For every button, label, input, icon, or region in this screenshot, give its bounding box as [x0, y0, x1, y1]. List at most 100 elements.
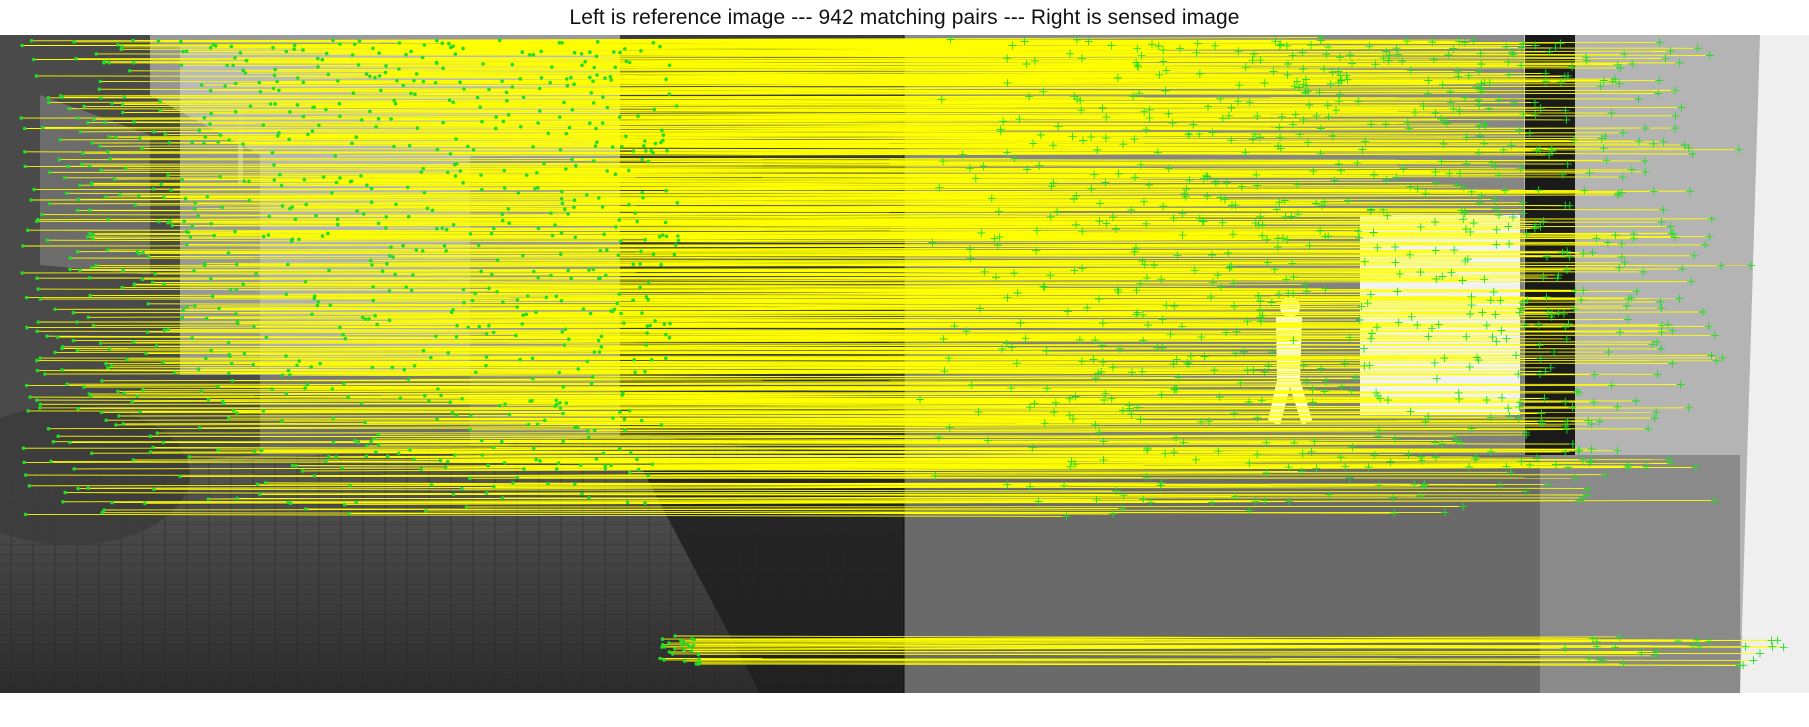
sensed-keypoint [1007, 383, 1016, 392]
reference-keypoint [464, 505, 469, 509]
sensed-keypoint [1251, 218, 1260, 227]
reference-keypoint [631, 149, 636, 153]
sensed-keypoint [1453, 67, 1462, 76]
sensed-keypoint [1475, 101, 1484, 110]
sensed-keypoint [1477, 191, 1486, 200]
reference-keypoint [570, 108, 575, 112]
reference-keypoint [338, 42, 342, 46]
reference-keypoint [318, 361, 322, 366]
sensed-keypoint [1357, 302, 1366, 311]
sensed-keypoint [1563, 247, 1572, 256]
figure-title: Left is reference image --- 942 matching… [569, 6, 1240, 29]
reference-keypoint [197, 426, 202, 430]
reference-keypoint [543, 418, 547, 423]
sensed-keypoint [1373, 243, 1382, 252]
sensed-keypoint [1592, 637, 1601, 646]
reference-keypoint [594, 457, 599, 461]
match-line [118, 414, 1070, 417]
sensed-keypoint [1398, 57, 1407, 66]
reference-keypoint [644, 149, 648, 153]
sensed-keypoint [1282, 42, 1291, 50]
reference-keypoint [355, 209, 360, 213]
match-line [282, 374, 1179, 378]
sensed-keypoint [1278, 112, 1286, 121]
reference-keypoint [346, 395, 351, 400]
reference-keypoint [336, 222, 340, 227]
reference-keypoint [209, 348, 213, 353]
reference-keypoint [120, 102, 125, 107]
match-line [199, 129, 1213, 133]
reference-keypoint [351, 91, 356, 95]
sensed-keypoint [1550, 348, 1559, 356]
match-line [58, 435, 939, 438]
reference-keypoint [519, 124, 523, 129]
sensed-keypoint [1298, 48, 1307, 57]
reference-keypoint [387, 289, 392, 293]
sensed-keypoint [1256, 306, 1264, 315]
reference-keypoint [38, 297, 43, 301]
match-line [481, 118, 1442, 123]
match-line [36, 360, 1017, 364]
reference-keypoint [242, 179, 246, 183]
reference-keypoint [420, 249, 425, 253]
reference-keypoint [234, 312, 238, 316]
sensed-keypoint [1531, 110, 1540, 119]
reference-keypoint [591, 101, 596, 105]
sensed-keypoint [1034, 497, 1043, 506]
reference-keypoint [263, 481, 268, 485]
reference-keypoint [507, 221, 512, 225]
sensed-keypoint [1358, 145, 1367, 154]
sensed-keypoint [1133, 403, 1142, 412]
reference-keypoint [553, 404, 557, 408]
sensed-keypoint [1227, 136, 1236, 145]
sensed-keypoint [1622, 302, 1631, 311]
reference-keypoint [230, 378, 235, 383]
reference-keypoint [218, 133, 223, 137]
sensed-keypoint [1158, 315, 1167, 324]
reference-keypoint [598, 276, 602, 281]
match-line [219, 305, 1235, 309]
sensed-keypoint [1307, 447, 1316, 456]
reference-keypoint [555, 467, 559, 471]
reference-keypoint [664, 77, 668, 81]
sensed-keypoint [1256, 56, 1265, 65]
sensed-keypoint [1260, 368, 1269, 376]
sensed-keypoint [1353, 158, 1362, 167]
sensed-keypoint [1032, 246, 1041, 255]
sensed-keypoint [1677, 103, 1686, 112]
reference-keypoint [63, 490, 67, 495]
sensed-keypoint [1371, 60, 1380, 69]
reference-keypoint [373, 314, 378, 318]
reference-keypoint [284, 292, 289, 296]
sensed-keypoint [1542, 252, 1551, 261]
sensed-keypoint [1429, 55, 1438, 64]
sensed-keypoint [1186, 352, 1195, 361]
reference-keypoint [162, 282, 166, 287]
sensed-keypoint [1079, 136, 1087, 145]
sensed-keypoint [1441, 508, 1449, 517]
match-line [91, 264, 1145, 268]
reference-keypoint [452, 162, 457, 167]
match-line [424, 190, 1506, 193]
reference-keypoint [106, 149, 110, 154]
match-line [211, 222, 1256, 225]
reference-keypoint [24, 295, 29, 300]
sensed-keypoint [1382, 176, 1391, 184]
sensed-keypoint [1199, 217, 1208, 226]
match-line [26, 384, 1012, 389]
sensed-keypoint [940, 367, 949, 376]
sensed-keypoint [1539, 272, 1548, 281]
sensed-keypoint [1561, 106, 1570, 115]
sensed-keypoint [1231, 201, 1240, 210]
reference-keypoint [26, 409, 30, 413]
reference-keypoint [109, 364, 114, 368]
reference-keypoint [328, 303, 333, 308]
sensed-keypoint [966, 245, 974, 254]
reference-keypoint [91, 323, 96, 328]
reference-keypoint [591, 267, 596, 271]
reference-keypoint [243, 71, 248, 75]
sensed-keypoint [1013, 289, 1022, 297]
sensed-keypoint [1475, 122, 1484, 130]
match-line [628, 169, 1590, 174]
sensed-keypoint [1653, 370, 1662, 379]
